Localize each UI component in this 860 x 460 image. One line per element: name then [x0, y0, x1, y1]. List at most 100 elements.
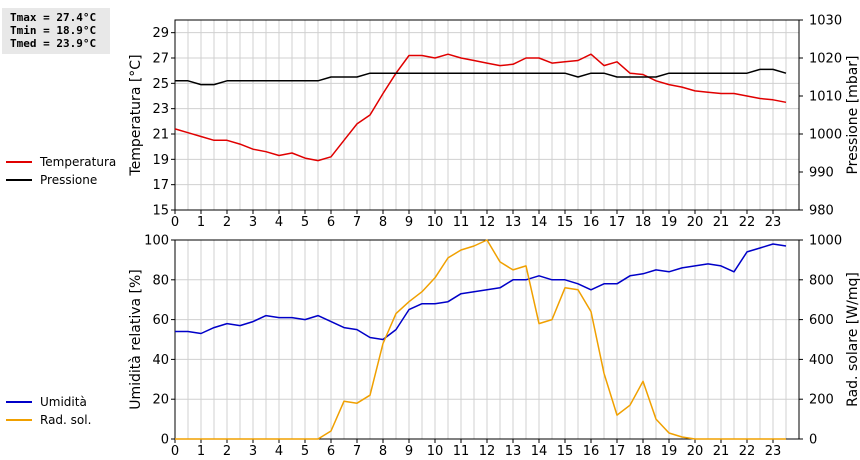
x-tick-label-0-2: 2	[223, 215, 231, 230]
y-tick-label-0-2: 19	[152, 153, 169, 168]
x-tick-label-1-12: 12	[479, 444, 496, 459]
legend-swatch-umidita	[6, 401, 32, 403]
legend-label-umidita: Umidità	[40, 395, 87, 409]
y-tick-label-1-3: 60	[152, 313, 169, 328]
x-tick-label-1-2: 2	[223, 444, 231, 459]
x-tick-label-0-10: 10	[427, 215, 444, 230]
x-tick-label-1-0: 0	[171, 444, 179, 459]
x-tick-label-0-1: 1	[197, 215, 205, 230]
x-tick-label-1-13: 13	[505, 444, 522, 459]
x-tick-label-0-15: 15	[557, 215, 574, 230]
legend-bottom: Umidità Rad. sol.	[6, 393, 91, 429]
tmed-text: Tmed = 23.9°C	[10, 37, 97, 50]
x-tick-label-0-3: 3	[249, 215, 257, 230]
x-tick-label-0-6: 6	[327, 215, 335, 230]
series-line-0-1	[175, 68, 787, 86]
y-tick-label-0-7: 29	[152, 26, 169, 41]
y2-tick-label-1-1: 200	[809, 393, 834, 408]
x-tick-label-1-21: 21	[713, 444, 730, 459]
x-tick-label-0-18: 18	[635, 215, 652, 230]
x-tick-label-0-5: 5	[301, 215, 309, 230]
y2-axis-title-0: Pressione [mbar]	[845, 55, 860, 174]
legend-item-radsol: Rad. sol.	[6, 411, 91, 429]
y-tick-label-0-3: 21	[152, 128, 169, 143]
y2-tick-label-0-5: 1030	[809, 14, 842, 29]
x-tick-label-0-0: 0	[171, 215, 179, 230]
x-tick-label-0-7: 7	[353, 215, 361, 230]
legend-swatch-radsol	[6, 419, 32, 421]
x-tick-label-1-9: 9	[405, 444, 413, 459]
x-tick-label-1-6: 6	[327, 444, 335, 459]
series-line-0-0	[174, 53, 787, 162]
tmax-text: Tmax = 27.4°C	[10, 11, 97, 24]
x-tick-label-1-22: 22	[739, 444, 756, 459]
legend-item-temperatura: Temperatura	[6, 153, 116, 171]
x-tick-label-1-18: 18	[635, 444, 652, 459]
legend-swatch-pressione	[6, 179, 32, 181]
legend-item-umidita: Umidità	[6, 393, 91, 411]
y2-tick-label-0-1: 990	[809, 166, 834, 181]
x-tick-label-1-19: 19	[661, 444, 678, 459]
x-tick-label-0-11: 11	[453, 215, 470, 230]
x-tick-label-0-22: 22	[739, 215, 756, 230]
y2-tick-label-1-2: 400	[809, 353, 834, 368]
y-tick-label-0-6: 27	[152, 52, 169, 67]
y2-tick-label-0-2: 1000	[809, 128, 842, 143]
y-tick-label-1-0: 0	[161, 433, 169, 448]
y-tick-label-1-4: 80	[152, 273, 169, 288]
legend-swatch-temperatura	[6, 161, 32, 163]
x-tick-label-0-16: 16	[583, 215, 600, 230]
x-tick-label-1-15: 15	[557, 444, 574, 459]
y2-tick-label-1-5: 1000	[809, 234, 842, 249]
y-tick-label-0-5: 25	[152, 77, 169, 92]
y-tick-label-0-1: 17	[152, 178, 169, 193]
tmin-text: Tmin = 18.9°C	[10, 24, 97, 37]
legend-label-pressione: Pressione	[40, 173, 98, 187]
y-tick-label-0-4: 23	[152, 102, 169, 117]
x-tick-label-1-1: 1	[197, 444, 205, 459]
y2-tick-label-0-0: 980	[809, 204, 834, 219]
x-tick-label-0-12: 12	[479, 215, 496, 230]
y-axis-title-1: Umidità relativa [%]	[128, 269, 144, 410]
series-line-1-0	[175, 243, 787, 341]
x-tick-label-1-23: 23	[765, 444, 782, 459]
x-tick-label-1-10: 10	[427, 444, 444, 459]
x-tick-label-0-14: 14	[531, 215, 548, 230]
y2-tick-label-0-4: 1020	[809, 52, 842, 67]
legend-label-radsol: Rad. sol.	[40, 413, 92, 427]
y2-axis-title-1: Rad. solare [W/mq]	[845, 272, 860, 407]
x-tick-label-1-4: 4	[275, 444, 283, 459]
x-tick-label-1-14: 14	[531, 444, 548, 459]
y2-tick-label-1-0: 0	[809, 433, 817, 448]
x-tick-label-0-21: 21	[713, 215, 730, 230]
y2-tick-label-1-3: 600	[809, 313, 834, 328]
x-tick-label-0-4: 4	[275, 215, 283, 230]
y2-tick-label-0-3: 1010	[809, 90, 842, 105]
x-tick-label-1-11: 11	[453, 444, 470, 459]
x-tick-label-0-19: 19	[661, 215, 678, 230]
x-tick-label-0-8: 8	[379, 215, 387, 230]
x-tick-label-0-13: 13	[505, 215, 522, 230]
y-tick-label-1-2: 40	[152, 353, 169, 368]
x-tick-label-0-9: 9	[405, 215, 413, 230]
series-line-1-1	[175, 239, 786, 440]
x-tick-label-1-7: 7	[353, 444, 361, 459]
y-axis-title-0: Temperatura [°C]	[128, 54, 144, 176]
x-tick-label-1-5: 5	[301, 444, 309, 459]
y2-tick-label-1-4: 800	[809, 273, 834, 288]
x-tick-label-0-23: 23	[765, 215, 782, 230]
x-tick-label-1-8: 8	[379, 444, 387, 459]
stats-box: Tmax = 27.4°C Tmin = 18.9°C Tmed = 23.9°…	[2, 8, 110, 54]
legend-top: Temperatura Pressione	[6, 153, 116, 189]
x-tick-label-1-17: 17	[609, 444, 626, 459]
y-tick-label-1-1: 20	[152, 393, 169, 408]
x-tick-label-1-16: 16	[583, 444, 600, 459]
x-tick-label-0-20: 20	[687, 215, 704, 230]
legend-item-pressione: Pressione	[6, 171, 116, 189]
y-tick-label-1-5: 100	[144, 234, 169, 249]
legend-label-temperatura: Temperatura	[40, 155, 117, 169]
x-tick-label-1-3: 3	[249, 444, 257, 459]
x-tick-label-0-17: 17	[609, 215, 626, 230]
x-tick-label-1-20: 20	[687, 444, 704, 459]
